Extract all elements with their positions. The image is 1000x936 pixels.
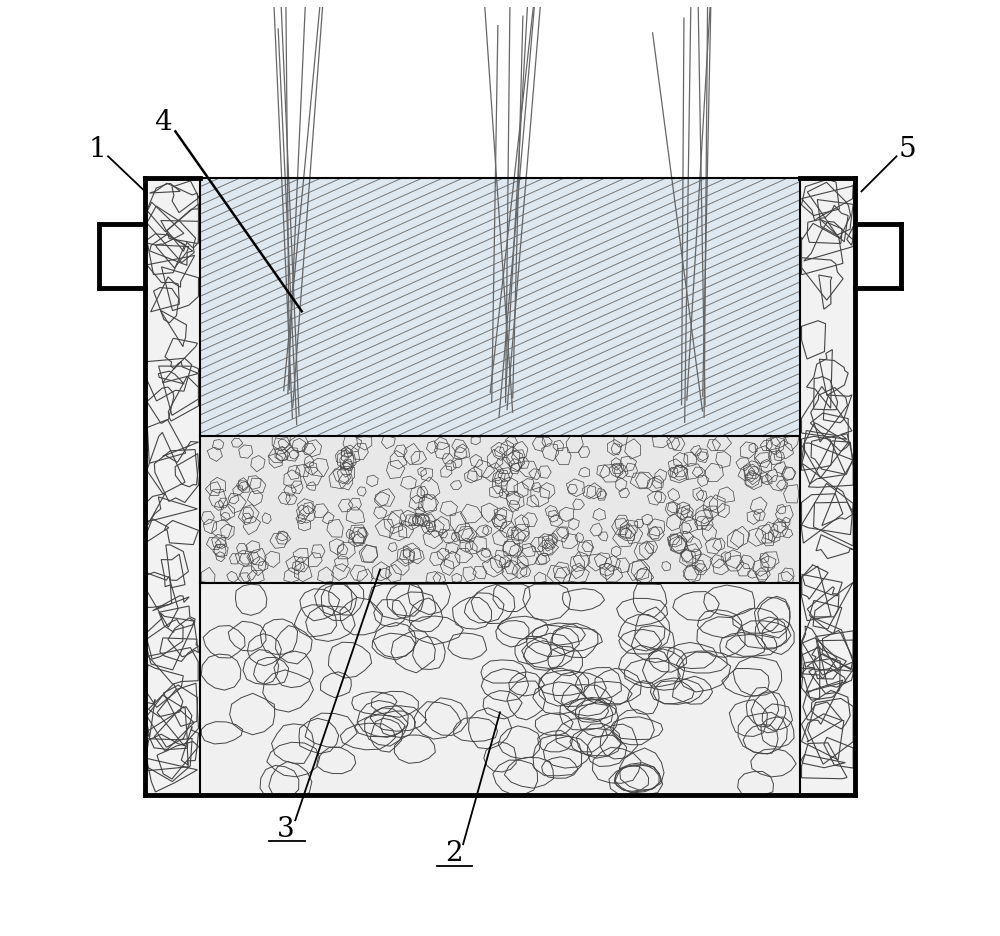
Text: 2: 2 bbox=[445, 840, 463, 867]
Text: 5: 5 bbox=[899, 137, 916, 164]
Bar bbox=[200, 583, 800, 796]
Bar bbox=[800, 178, 855, 796]
Text: 1: 1 bbox=[88, 137, 106, 164]
Bar bbox=[145, 178, 200, 796]
Bar bbox=[200, 436, 800, 583]
Text: 3: 3 bbox=[277, 816, 295, 843]
Bar bbox=[200, 178, 800, 436]
Text: 4: 4 bbox=[155, 109, 172, 136]
